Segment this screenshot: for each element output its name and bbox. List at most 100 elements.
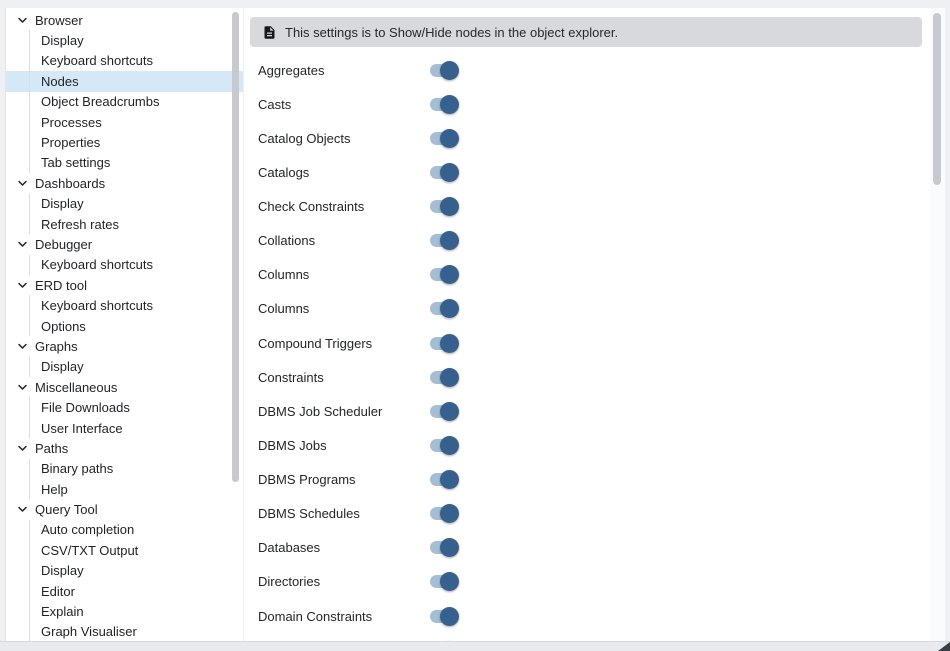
- tree-item-label: Display: [41, 359, 84, 375]
- node-toggle-row: Catalog Objects: [244, 121, 930, 155]
- tree-group-debugger[interactable]: Debugger: [6, 234, 243, 254]
- node-label: Casts: [258, 96, 292, 112]
- tree-item-display[interactable]: Display: [6, 357, 243, 377]
- panel-scrollbar-thumb[interactable]: [933, 13, 941, 185]
- tree-item-binary-paths[interactable]: Binary paths: [6, 459, 243, 479]
- node-toggle-row: DBMS Programs: [244, 463, 930, 497]
- node-toggle-row: Columns: [244, 258, 930, 292]
- tree-group-label: Miscellaneous: [35, 379, 118, 395]
- tree-item-refresh-rates[interactable]: Refresh rates: [6, 214, 243, 234]
- tree-item-label: Object Breadcrumbs: [41, 94, 160, 110]
- toggle-domain-constraints[interactable]: [430, 606, 459, 626]
- chevron-down-icon: [16, 442, 28, 454]
- toggle-compound-triggers[interactable]: [430, 333, 459, 353]
- toggle-thumb: [440, 435, 459, 455]
- tree-item-options[interactable]: Options: [6, 316, 243, 336]
- toggle-check-constraints[interactable]: [430, 197, 459, 217]
- toggle-thumb: [440, 128, 459, 148]
- tree-item-user-interface[interactable]: User Interface: [6, 418, 243, 438]
- node-toggle-row: Directories: [244, 565, 930, 599]
- preferences-tree: Browser Display Keyboard shortcuts Nodes…: [6, 8, 243, 641]
- toggle-dbms-jobs[interactable]: [430, 435, 459, 455]
- tree-item-label: Help: [41, 481, 68, 497]
- toggle-dbms-job-scheduler[interactable]: [430, 401, 459, 421]
- tree-item-display[interactable]: Display: [6, 194, 243, 214]
- toggle-constraints[interactable]: [430, 367, 459, 387]
- tree-item-label: Refresh rates: [41, 216, 120, 232]
- node-toggle-row: Collations: [244, 224, 930, 258]
- tree-item-processes[interactable]: Processes: [6, 112, 243, 132]
- toggle-thumb: [440, 197, 459, 217]
- node-label: Constraints: [258, 369, 324, 385]
- toggle-thumb: [440, 231, 459, 251]
- tree-item-csv-txt-output[interactable]: CSV/TXT Output: [6, 540, 243, 560]
- tree-group-query-tool[interactable]: Query Tool: [6, 499, 243, 519]
- tree-group-erd-tool[interactable]: ERD tool: [6, 275, 243, 295]
- tree-item-keyboard-shortcuts[interactable]: Keyboard shortcuts: [6, 51, 243, 71]
- node-label: Catalog Objects: [258, 130, 351, 146]
- tree-group-label: Dashboards: [35, 175, 106, 191]
- tree-group-label: Query Tool: [35, 502, 98, 518]
- toggle-databases[interactable]: [430, 538, 459, 558]
- toggle-thumb: [440, 333, 459, 353]
- toggle-thumb: [440, 606, 459, 626]
- tree-item-label: Options: [41, 318, 86, 334]
- tree-item-object-breadcrumbs[interactable]: Object Breadcrumbs: [6, 92, 243, 112]
- tree-item-label: Editor: [41, 583, 75, 599]
- node-label: Compound Triggers: [258, 335, 373, 351]
- horizontal-scrollbar[interactable]: [0, 641, 950, 651]
- tree-group-paths[interactable]: Paths: [6, 438, 243, 458]
- document-icon: [262, 25, 277, 40]
- toggle-dbms-schedules[interactable]: [430, 504, 459, 524]
- chevron-down-icon: [16, 279, 28, 291]
- node-toggle-row: DBMS Job Scheduler: [244, 394, 930, 428]
- node-toggle-row: Check Constraints: [244, 190, 930, 224]
- chevron-down-icon: [16, 177, 28, 189]
- tree-item-label: Properties: [41, 135, 101, 151]
- tree-item-properties[interactable]: Properties: [6, 132, 243, 152]
- tree-item-keyboard-shortcuts[interactable]: Keyboard shortcuts: [6, 255, 243, 275]
- toggle-dbms-programs[interactable]: [430, 470, 459, 490]
- tree-group-label: Browser: [35, 12, 83, 28]
- tree-item-label: Display: [41, 196, 84, 212]
- tree-group-miscellaneous[interactable]: Miscellaneous: [6, 377, 243, 397]
- tree-group-browser[interactable]: Browser: [6, 10, 243, 30]
- tree-item-display[interactable]: Display: [6, 561, 243, 581]
- tree-item-label: Graph Visualiser: [41, 624, 137, 640]
- toggle-catalogs[interactable]: [430, 162, 459, 182]
- tree-item-explain[interactable]: Explain: [6, 601, 243, 621]
- tree-item-file-downloads[interactable]: File Downloads: [6, 397, 243, 417]
- toggle-thumb: [440, 265, 459, 285]
- tree-group-label: Graphs: [35, 338, 78, 354]
- toggle-aggregates[interactable]: [430, 60, 459, 80]
- resize-corner: [938, 642, 950, 651]
- toggle-thumb: [440, 470, 459, 490]
- tree-item-tab-settings[interactable]: Tab settings: [6, 153, 243, 173]
- tree-item-nodes[interactable]: Nodes: [6, 71, 243, 92]
- tree-item-keyboard-shortcuts[interactable]: Keyboard shortcuts: [6, 295, 243, 315]
- info-banner-text: This settings is to Show/Hide nodes in t…: [285, 24, 619, 40]
- node-toggle-row: [244, 633, 930, 641]
- tree-item-label: Binary paths: [41, 461, 114, 477]
- node-toggle-row: Constraints: [244, 360, 930, 394]
- toggle-casts[interactable]: [430, 94, 459, 114]
- sidebar-scrollbar-thumb[interactable]: [232, 12, 239, 482]
- tree-item-graph-visualiser[interactable]: Graph Visualiser: [6, 622, 243, 641]
- node-label: Check Constraints: [258, 199, 365, 215]
- toggle-thumb: [440, 538, 459, 558]
- tree-group-graphs[interactable]: Graphs: [6, 336, 243, 356]
- tree-item-display[interactable]: Display: [6, 30, 243, 50]
- node-toggle-list: Aggregates Casts Catalog Objects Catalog…: [244, 53, 930, 641]
- tree-item-help[interactable]: Help: [6, 479, 243, 499]
- toggle-thumb: [440, 60, 459, 80]
- toggle-catalog-objects[interactable]: [430, 128, 459, 148]
- tree-item-label: Explain: [41, 604, 84, 620]
- toggle-columns[interactable]: [430, 299, 459, 319]
- toggle-columns[interactable]: [430, 265, 459, 285]
- chevron-down-icon: [16, 14, 28, 26]
- toggle-collations[interactable]: [430, 231, 459, 251]
- tree-item-auto-completion[interactable]: Auto completion: [6, 520, 243, 540]
- tree-item-editor[interactable]: Editor: [6, 581, 243, 601]
- toggle-directories[interactable]: [430, 572, 459, 592]
- tree-group-dashboards[interactable]: Dashboards: [6, 173, 243, 193]
